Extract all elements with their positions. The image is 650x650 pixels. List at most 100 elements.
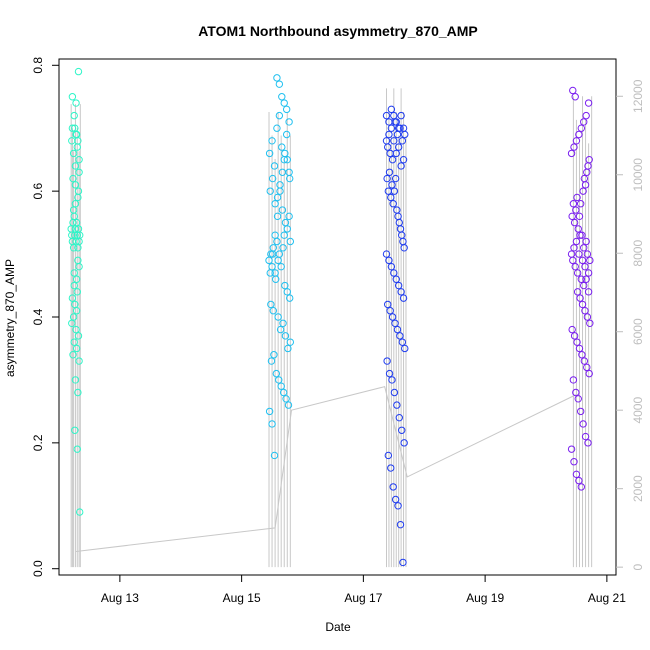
data-point (388, 181, 396, 189)
data-point (572, 470, 581, 479)
data-point (584, 288, 593, 296)
data-point (273, 193, 282, 202)
data-point (387, 193, 395, 202)
data-point (397, 162, 405, 170)
y-tick-label: 0.0 (31, 560, 45, 577)
data-point (275, 80, 284, 88)
data-point (573, 193, 581, 202)
data-point (68, 319, 76, 327)
data-point (71, 426, 79, 434)
data-point (572, 206, 580, 214)
y2-tick-label: 8000 (631, 240, 645, 267)
data-point (286, 174, 294, 183)
data-point (382, 111, 391, 120)
data-point (273, 124, 281, 132)
y-tick-label: 0.6 (31, 182, 45, 199)
data-point (279, 319, 287, 327)
data-point (281, 332, 290, 340)
data-point (274, 313, 282, 321)
data-point (568, 325, 576, 334)
data-point (268, 137, 276, 145)
data-point (570, 244, 578, 252)
data-point (279, 244, 287, 252)
data-point (577, 483, 586, 491)
data-point (280, 99, 288, 107)
x-tick-label: Aug 21 (588, 591, 626, 605)
data-point (72, 99, 80, 107)
y2-tick-label: 12000 (631, 79, 645, 113)
data-point (71, 181, 80, 189)
data-point (277, 262, 285, 271)
data-point (579, 187, 587, 195)
data-point (573, 269, 582, 277)
data-point (278, 143, 286, 151)
data-point (71, 376, 80, 384)
data-point (567, 149, 576, 158)
data-point (387, 464, 395, 472)
y-axis-label: asymmetry_870_AMP (3, 259, 17, 377)
data-point (73, 143, 81, 151)
data-point (277, 382, 285, 390)
data-point (578, 256, 587, 265)
chart-title: ATOM1 Northbound asymmetry_870_AMP (198, 23, 478, 39)
data-point (285, 118, 293, 126)
data-point (396, 520, 405, 529)
data-point (75, 508, 84, 516)
data-point (286, 338, 295, 346)
y-axis-right: 0 2000 4000 6000 8000 10000 12000 (616, 79, 645, 570)
y2-tick-label: 0 (631, 563, 645, 570)
data-point (398, 426, 406, 434)
data-point (397, 111, 405, 120)
data-point (586, 319, 594, 327)
y2-tick-label: 4000 (631, 397, 645, 424)
secondary-line (75, 386, 577, 552)
data-point (389, 483, 397, 491)
data-point (265, 149, 274, 158)
data-point (275, 376, 283, 384)
data-point (580, 118, 588, 126)
data-point (578, 300, 587, 309)
series-1 (67, 67, 84, 516)
data-point (584, 439, 592, 447)
data-point (75, 155, 83, 164)
data-point (397, 288, 405, 296)
data-point (394, 502, 402, 510)
data-point (72, 307, 81, 315)
data-point (74, 332, 83, 340)
data-point (70, 281, 78, 290)
data-point (267, 357, 276, 365)
data-point (583, 250, 592, 258)
data-point (278, 93, 286, 101)
data-point (269, 307, 277, 315)
data-point (390, 111, 398, 120)
y2-tick-label: 6000 (631, 318, 645, 345)
data-point (386, 149, 394, 158)
data-point (75, 231, 84, 239)
data-point (392, 275, 400, 283)
data-point (396, 332, 404, 340)
data-point (275, 111, 284, 120)
data-point (74, 256, 82, 265)
data-point (279, 388, 288, 397)
data-point (385, 130, 393, 139)
data-point (273, 212, 282, 221)
data-point (75, 168, 83, 176)
data-point (272, 275, 280, 283)
data-point (68, 93, 77, 101)
y-tick-label: 0.8 (31, 57, 45, 74)
x-axis-label: Date (325, 620, 351, 634)
data-point (570, 332, 579, 340)
data-point (73, 288, 81, 296)
x-axis: Aug 13 Aug 15 Aug 17 Aug 19 Aug 21 (101, 574, 626, 605)
x-tick-label: Aug 19 (466, 591, 504, 605)
data-point (383, 174, 391, 183)
y2-tick-label: 2000 (631, 475, 645, 502)
data-points (67, 67, 594, 567)
secondary-series-line (75, 386, 577, 552)
data-point (582, 237, 590, 246)
data-point (284, 344, 292, 353)
data-point (278, 206, 287, 214)
data-point (571, 262, 579, 271)
data-point (401, 130, 409, 139)
data-point (394, 143, 403, 151)
